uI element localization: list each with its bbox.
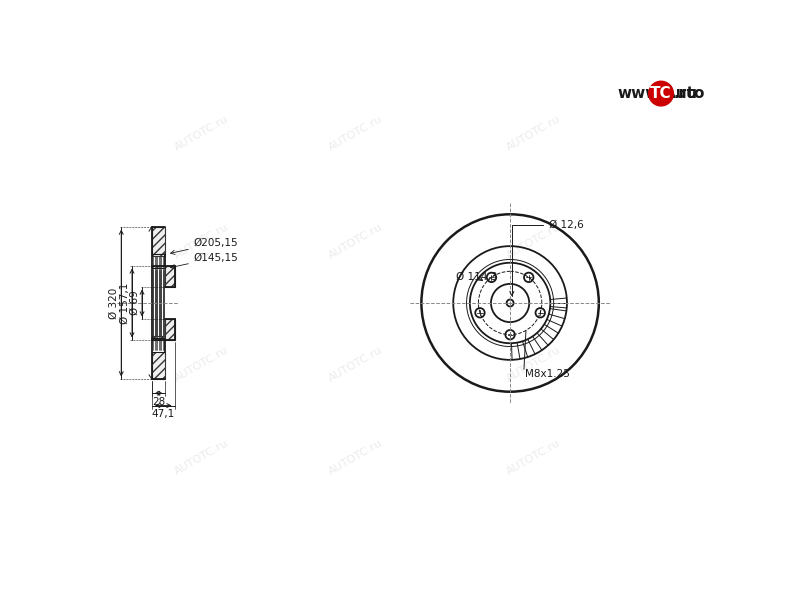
Text: AUTOTC.ru: AUTOTC.ru bbox=[327, 114, 385, 153]
Bar bbox=[152, 352, 166, 379]
Text: TC: TC bbox=[650, 86, 672, 101]
Text: AUTOTC.ru: AUTOTC.ru bbox=[505, 437, 562, 476]
Text: Ø 12,6: Ø 12,6 bbox=[510, 220, 583, 296]
Text: 28: 28 bbox=[152, 397, 166, 407]
Text: AUTOTC.ru: AUTOTC.ru bbox=[174, 345, 230, 384]
Text: AUTOTC.ru: AUTOTC.ru bbox=[174, 222, 230, 261]
Text: AUTOTC.ru: AUTOTC.ru bbox=[327, 222, 385, 261]
Text: Ø205,15: Ø205,15 bbox=[170, 238, 238, 254]
Text: Ø145,15: Ø145,15 bbox=[170, 253, 238, 269]
Bar bbox=[166, 266, 174, 287]
Text: .ru: .ru bbox=[674, 86, 698, 101]
Text: AUTOTC.ru: AUTOTC.ru bbox=[505, 345, 562, 384]
Text: M8x1.25: M8x1.25 bbox=[526, 370, 570, 379]
Text: Ø 69: Ø 69 bbox=[130, 290, 140, 316]
Bar bbox=[152, 227, 166, 254]
Text: Ø 157,1: Ø 157,1 bbox=[120, 283, 130, 323]
Text: 47,1: 47,1 bbox=[152, 409, 175, 419]
Text: AUTOTC.ru: AUTOTC.ru bbox=[174, 437, 230, 476]
Bar bbox=[152, 254, 166, 256]
Bar bbox=[152, 338, 166, 340]
Bar bbox=[166, 319, 174, 340]
Text: Ø 114,3: Ø 114,3 bbox=[456, 272, 498, 282]
Circle shape bbox=[649, 81, 674, 106]
Text: AUTOTC.ru: AUTOTC.ru bbox=[505, 114, 562, 153]
Bar bbox=[152, 336, 166, 338]
Text: AUTOTC.ru: AUTOTC.ru bbox=[174, 114, 230, 153]
Text: AUTOTC.ru: AUTOTC.ru bbox=[327, 437, 385, 476]
Bar bbox=[152, 266, 166, 268]
Text: www.Auto: www.Auto bbox=[618, 86, 706, 101]
Text: Ø 320: Ø 320 bbox=[109, 287, 119, 319]
Text: AUTOTC.ru: AUTOTC.ru bbox=[505, 222, 562, 261]
Text: AUTOTC.ru: AUTOTC.ru bbox=[327, 345, 385, 384]
